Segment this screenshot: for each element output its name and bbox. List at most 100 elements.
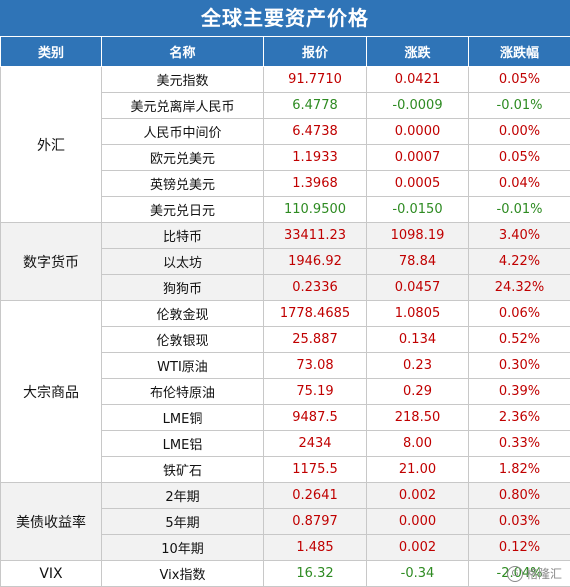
change-pct-cell: 0.33% [469,431,570,457]
change-cell: 218.50 [367,405,469,431]
name-cell: 铁矿石 [102,457,264,483]
price-cell: 25.887 [264,327,367,353]
change-cell: 0.134 [367,327,469,353]
price-cell: 2434 [264,431,367,457]
category-cell: 数字货币 [1,223,102,301]
header-change-pct: 涨跌幅 [469,37,570,67]
name-cell: 10年期 [102,535,264,561]
price-cell: 91.7710 [264,67,367,93]
change-pct-cell: 4.22% [469,249,570,275]
price-cell: 1.485 [264,535,367,561]
category-cell: 美债收益率 [1,483,102,561]
change-pct-cell: 0.04% [469,171,570,197]
price-cell: 33411.23 [264,223,367,249]
price-cell: 1175.5 [264,457,367,483]
price-cell: 16.32 [264,561,367,587]
price-cell: 6.4738 [264,119,367,145]
watermark-text: 格隆汇 [526,565,562,582]
change-pct-cell: -0.01% [469,197,570,223]
change-cell: 1.0805 [367,301,469,327]
price-cell: 1946.92 [264,249,367,275]
change-pct-cell: 0.12% [469,535,570,561]
page-title: 全球主要资产价格 [0,0,570,36]
change-pct-cell: 0.00% [469,119,570,145]
name-cell: 伦敦金现 [102,301,264,327]
change-pct-cell: 24.32% [469,275,570,301]
change-pct-cell: 2.36% [469,405,570,431]
name-cell: 布伦特原油 [102,379,264,405]
name-cell: 5年期 [102,509,264,535]
change-pct-cell: 3.40% [469,223,570,249]
name-cell: 以太坊 [102,249,264,275]
change-pct-cell: 0.30% [469,353,570,379]
change-cell: 0.0005 [367,171,469,197]
change-pct-cell: 0.03% [469,509,570,535]
name-cell: 美元兑离岸人民币 [102,93,264,119]
price-cell: 110.9500 [264,197,367,223]
gelonghui-logo-icon: G [507,566,523,582]
change-pct-cell: 0.06% [469,301,570,327]
change-cell: 78.84 [367,249,469,275]
change-cell: -0.34 [367,561,469,587]
name-cell: 伦敦银现 [102,327,264,353]
change-cell: 0.29 [367,379,469,405]
name-cell: 狗狗币 [102,275,264,301]
price-cell: 1.3968 [264,171,367,197]
name-cell: 欧元兑美元 [102,145,264,171]
change-cell: 8.00 [367,431,469,457]
change-pct-cell: 1.82% [469,457,570,483]
header-change: 涨跌 [367,37,469,67]
table-header-row: 类别 名称 报价 涨跌 涨跌幅 [1,37,570,67]
name-cell: LME铝 [102,431,264,457]
price-cell: 75.19 [264,379,367,405]
change-cell: 0.000 [367,509,469,535]
name-cell: WTI原油 [102,353,264,379]
price-cell: 0.2336 [264,275,367,301]
price-cell: 73.08 [264,353,367,379]
name-cell: 美元兑日元 [102,197,264,223]
name-cell: LME铜 [102,405,264,431]
change-cell: -0.0150 [367,197,469,223]
category-cell: VIX [1,561,102,587]
price-cell: 1778.4685 [264,301,367,327]
change-pct-cell: 0.80% [469,483,570,509]
change-cell: -0.0009 [367,93,469,119]
price-cell: 0.2641 [264,483,367,509]
change-cell: 0.002 [367,535,469,561]
name-cell: 英镑兑美元 [102,171,264,197]
name-cell: 美元指数 [102,67,264,93]
change-cell: 0.0007 [367,145,469,171]
watermark: G 格隆汇 [507,565,562,582]
name-cell: 人民币中间价 [102,119,264,145]
category-cell: 外汇 [1,67,102,223]
name-cell: 2年期 [102,483,264,509]
header-name: 名称 [102,37,264,67]
change-pct-cell: 0.39% [469,379,570,405]
change-pct-cell: 0.05% [469,145,570,171]
name-cell: Vix指数 [102,561,264,587]
change-cell: 0.0421 [367,67,469,93]
change-pct-cell: 0.05% [469,67,570,93]
price-cell: 0.8797 [264,509,367,535]
change-cell: 21.00 [367,457,469,483]
price-cell: 1.1933 [264,145,367,171]
header-category: 类别 [1,37,102,67]
change-cell: 1098.19 [367,223,469,249]
change-cell: 0.23 [367,353,469,379]
change-pct-cell: 0.52% [469,327,570,353]
price-cell: 9487.5 [264,405,367,431]
change-cell: 0.0000 [367,119,469,145]
category-cell: 大宗商品 [1,301,102,483]
header-price: 报价 [264,37,367,67]
name-cell: 比特币 [102,223,264,249]
change-cell: 0.0457 [367,275,469,301]
change-pct-cell: -0.01% [469,93,570,119]
